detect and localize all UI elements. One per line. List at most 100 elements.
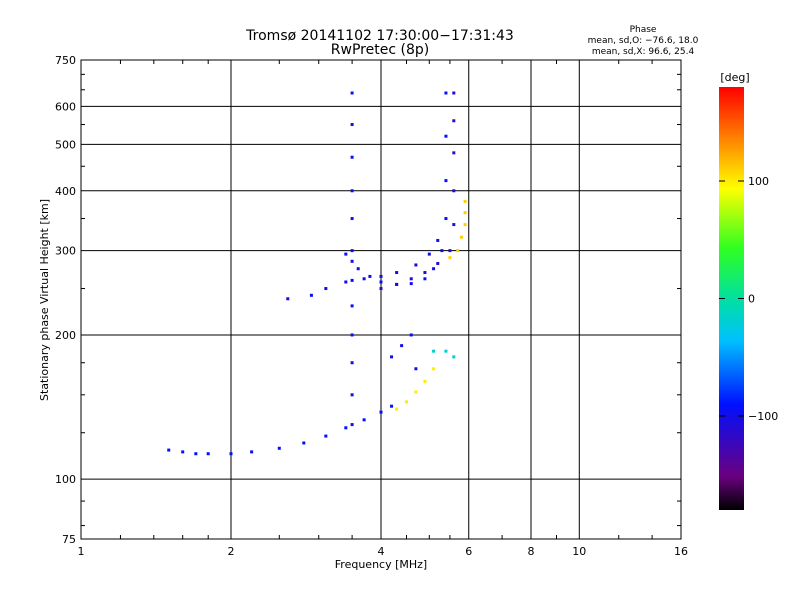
data-point: [350, 123, 354, 127]
data-points: [167, 91, 467, 456]
x-tick-label: 2: [228, 545, 235, 558]
data-point: [444, 179, 448, 183]
y-tick-label: 600: [55, 100, 76, 113]
y-tick-label: 300: [55, 245, 76, 258]
data-point: [350, 304, 354, 308]
data-point: [448, 256, 452, 260]
data-point: [350, 249, 354, 253]
y-tick-label: 100: [55, 473, 76, 486]
data-point: [350, 423, 354, 427]
data-point: [395, 282, 399, 286]
data-point: [400, 344, 404, 348]
y-tick-label: 400: [55, 185, 76, 198]
data-point: [463, 199, 467, 203]
data-point: [350, 393, 354, 397]
data-point: [463, 223, 467, 227]
x-tick-label: 8: [528, 545, 535, 558]
data-point: [277, 446, 281, 450]
data-point: [229, 452, 233, 456]
data-point: [463, 211, 467, 215]
data-point: [452, 91, 456, 95]
data-point: [452, 151, 456, 155]
data-point: [452, 119, 456, 123]
data-point: [456, 249, 460, 253]
data-point: [459, 235, 463, 239]
data-point: [181, 450, 185, 454]
data-point: [250, 450, 254, 454]
data-point: [432, 267, 436, 271]
colorbar-label: [deg]: [720, 71, 749, 84]
plot-frame: [80, 59, 682, 540]
data-point: [414, 367, 418, 371]
phase-stats-x: mean, sd,X: 96.6, 25.4: [592, 47, 695, 57]
data-point: [444, 349, 448, 353]
data-point: [436, 261, 440, 265]
y-tick-label: 750: [55, 54, 76, 67]
colorbar-tick-label: 0: [748, 293, 755, 306]
data-point: [309, 293, 313, 297]
x-tick-label: 10: [572, 545, 586, 558]
data-point: [395, 271, 399, 275]
data-point: [390, 355, 394, 359]
colorbar-tick-label: 100: [748, 175, 769, 188]
data-point: [448, 249, 452, 253]
data-point: [286, 297, 290, 301]
data-point: [444, 91, 448, 95]
axis-ticks: 1 2 4 6 8 10 16 75 100 200 300 400 500 600 750: [55, 54, 688, 558]
data-point: [350, 259, 354, 263]
y-tick-label: 500: [55, 138, 76, 151]
x-tick-label: 1: [78, 545, 85, 558]
data-point: [432, 367, 436, 371]
data-point: [362, 277, 366, 281]
x-axis-label: Frequency [MHz]: [335, 558, 427, 571]
data-point: [444, 217, 448, 221]
data-point: [362, 418, 366, 422]
y-tick-label: 75: [62, 533, 76, 546]
data-point: [409, 333, 413, 337]
data-point: [350, 361, 354, 365]
data-point: [302, 441, 306, 445]
data-point: [444, 134, 448, 138]
data-point: [436, 238, 440, 242]
data-point: [167, 448, 171, 452]
data-point: [423, 277, 427, 281]
data-point: [404, 400, 408, 404]
phase-stats-heading: Phase: [630, 25, 657, 35]
data-point: [206, 452, 210, 456]
data-point: [344, 280, 348, 284]
colorbar-tick-label: −100: [748, 410, 778, 423]
data-point: [379, 274, 383, 278]
data-point: [344, 426, 348, 430]
data-point: [379, 410, 383, 414]
data-point: [423, 379, 427, 383]
data-point: [432, 349, 436, 353]
data-point: [194, 452, 198, 456]
data-point: [440, 249, 444, 253]
data-point: [350, 91, 354, 95]
x-tick-label: 16: [674, 545, 688, 558]
data-point: [350, 333, 354, 337]
chart-title: Tromsø 20141102 17:30:00−17:31:43: [245, 28, 514, 44]
data-point: [452, 223, 456, 227]
data-point: [423, 271, 427, 275]
data-point: [414, 390, 418, 394]
chart-subtitle: RwPretec (8p): [331, 42, 429, 58]
phase-stats-o: mean, sd,O: −76.6, 18.0: [588, 36, 699, 46]
data-point: [379, 280, 383, 284]
y-tick-label: 200: [55, 329, 76, 342]
data-point: [356, 267, 360, 271]
data-point: [409, 277, 413, 281]
data-point: [390, 404, 394, 408]
data-point: [350, 155, 354, 159]
data-point: [350, 217, 354, 221]
data-point: [414, 263, 418, 267]
data-point: [350, 278, 354, 282]
data-point: [324, 287, 328, 291]
data-point: [324, 434, 328, 438]
colorbar-ticks: 100 0 −100: [719, 175, 778, 423]
x-tick-label: 4: [378, 545, 385, 558]
y-axis-label: Stationary phase Virtual Height [km]: [38, 199, 51, 401]
x-tick-label: 6: [465, 545, 472, 558]
data-point: [427, 252, 431, 256]
